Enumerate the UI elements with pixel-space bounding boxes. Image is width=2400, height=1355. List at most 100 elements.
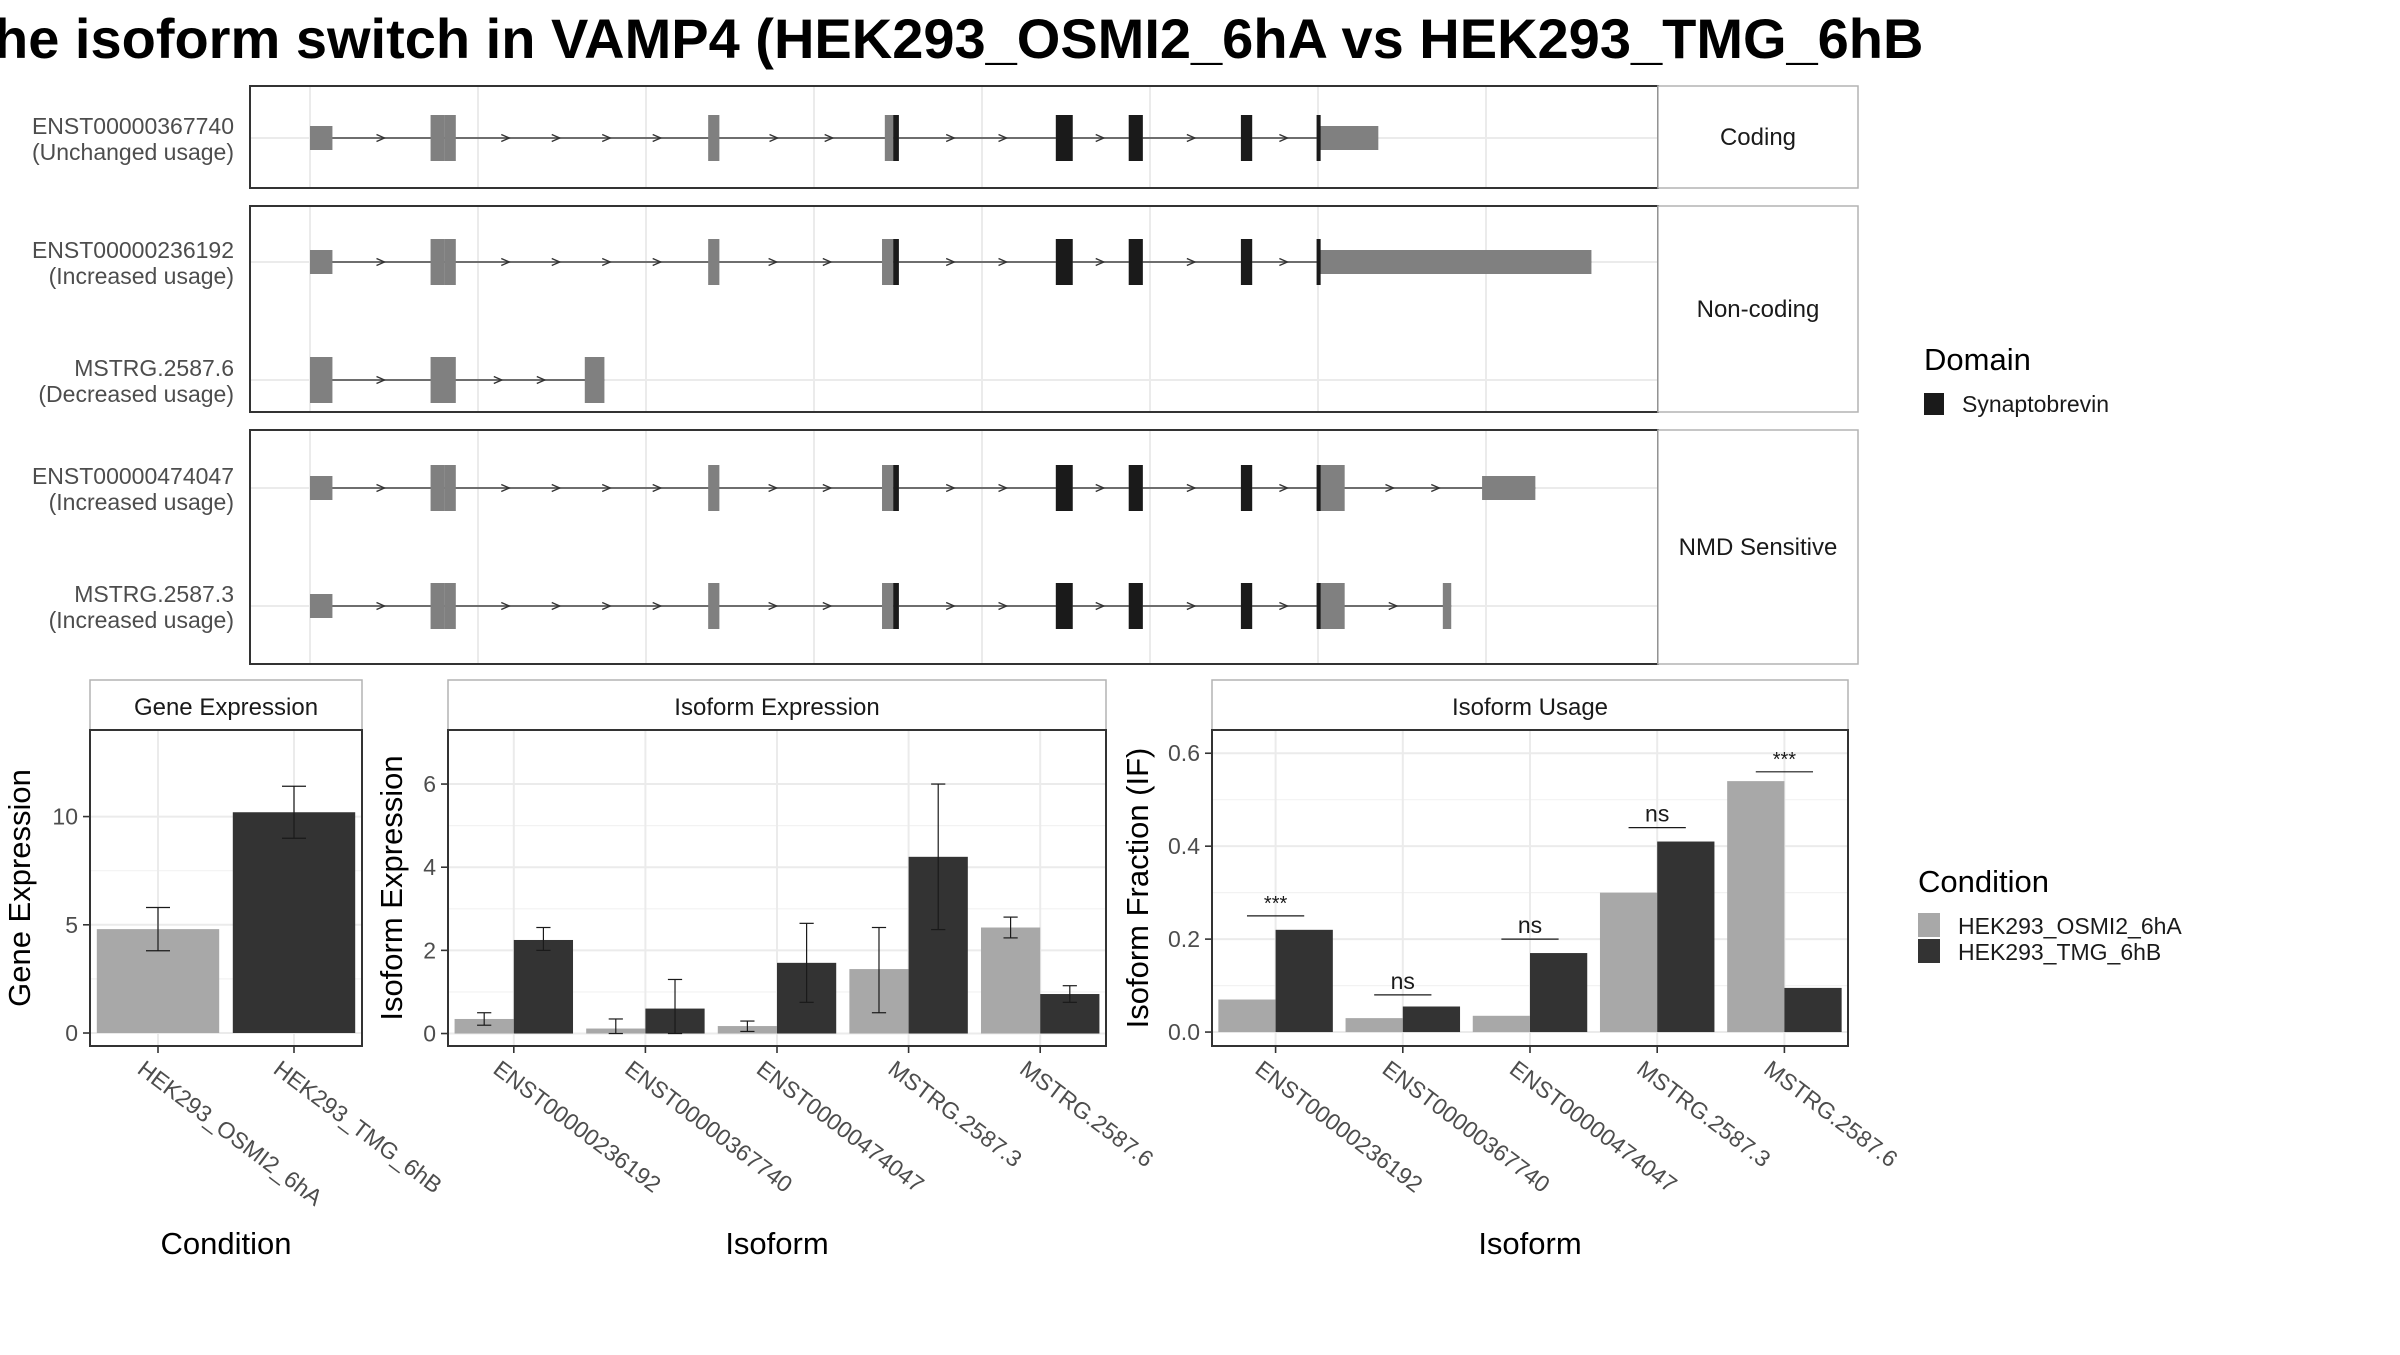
exon — [444, 583, 456, 629]
bar — [1599, 892, 1658, 1033]
facet-strip-label: Isoform Usage — [1452, 694, 1608, 721]
domain-exon — [893, 115, 899, 161]
transcript-id-label: ENST00000367740 — [32, 113, 234, 139]
strand-arrow — [1186, 483, 1197, 493]
facet-strip — [1657, 205, 1859, 413]
facet-strip-label: Gene Expression — [134, 694, 318, 721]
strand-arrow — [376, 375, 387, 385]
domain-exon — [893, 465, 899, 511]
structure-facet-coding: ENST00000367740(Unchanged usage) Coding — [32, 85, 1859, 189]
strand-arrow — [500, 601, 512, 611]
x-axis-title: Condition — [161, 1226, 292, 1261]
y-tick-label: 10 — [52, 804, 78, 830]
exon — [310, 250, 333, 274]
strand-arrow — [601, 257, 612, 267]
strand-arrow — [1430, 483, 1442, 493]
domain-exon — [1055, 239, 1073, 285]
bar — [1345, 1018, 1403, 1033]
strand-arrow — [500, 483, 512, 493]
domain-exon — [1128, 115, 1143, 161]
domain-exon — [893, 583, 899, 629]
domain-exon — [1128, 465, 1143, 511]
significance-label: *** — [1264, 893, 1288, 915]
exon — [430, 465, 445, 511]
facet-strip — [1657, 85, 1859, 189]
strand-arrow — [824, 133, 835, 143]
exon — [708, 583, 720, 629]
strand-arrow — [1385, 483, 1396, 493]
legend-key-swatch — [1924, 393, 1944, 415]
exon — [1319, 126, 1379, 150]
x-tick-label: MSTRG.2587.6 — [1759, 1055, 1902, 1172]
exon — [310, 126, 333, 150]
figure-title: he isoform switch in VAMP4 (HEK293_OSMI2… — [0, 7, 1923, 70]
strand-arrow — [768, 601, 779, 611]
exon — [444, 465, 456, 511]
bar — [980, 927, 1041, 1034]
exon — [310, 476, 333, 500]
legend-key-label: HEK293_TMG_6hB — [1958, 939, 2161, 965]
y-axis-title: Isoform Expression — [374, 755, 409, 1020]
strand-arrow — [1095, 483, 1106, 493]
bar — [1784, 987, 1842, 1033]
exon — [430, 239, 445, 285]
structure-facet-non-coding: ENST00000236192(Increased usage) MSTRG.25… — [32, 205, 1859, 413]
facet-background — [250, 430, 1658, 664]
strand-arrow — [945, 257, 956, 267]
strand-arrow — [1279, 257, 1290, 267]
structure-facet-nmd-sensitive: ENST00000474047(Increased usage)MSTRG.25… — [32, 429, 1859, 665]
y-axis-title: Gene Expression — [2, 769, 37, 1007]
strand-arrow — [1186, 133, 1197, 143]
panel-border — [89, 729, 363, 1047]
y-tick-label: 4 — [423, 854, 436, 880]
facet-strip-label: Isoform Expression — [674, 694, 879, 721]
bar-charts: Gene Expression0510HEK293_OSMI2_6hAHEK29… — [2, 679, 1903, 1261]
exon — [708, 239, 720, 285]
strand-arrow — [376, 483, 387, 493]
strand-arrow — [1186, 257, 1197, 267]
x-tick-label: MSTRG.2587.3 — [884, 1055, 1027, 1172]
strand-arrow — [601, 601, 612, 611]
bar — [1727, 781, 1785, 1033]
strand-arrow — [652, 601, 663, 611]
exon — [708, 115, 720, 161]
strand-arrow — [768, 257, 779, 267]
exon — [430, 583, 445, 629]
domain-exon — [1240, 115, 1253, 161]
domain-exon — [1128, 583, 1143, 629]
strand-arrow — [1279, 133, 1290, 143]
transcript-usage-label: (Decreased usage) — [38, 381, 234, 407]
exon — [708, 465, 720, 511]
exon — [310, 594, 333, 618]
strand-arrow — [551, 483, 562, 493]
exon — [1319, 583, 1345, 629]
bar — [1275, 929, 1333, 1033]
strand-arrow — [652, 133, 663, 143]
domain-exon — [1316, 583, 1321, 629]
facet-strip-label: NMD Sensitive — [1679, 534, 1838, 561]
domain-exon — [1316, 239, 1321, 285]
x-axis-title: Isoform — [725, 1226, 828, 1261]
exon — [310, 357, 333, 403]
bar — [1218, 999, 1276, 1033]
strand-arrow — [945, 133, 956, 143]
domain-exon — [893, 239, 899, 285]
y-tick-label: 0 — [65, 1020, 78, 1046]
exon — [882, 583, 894, 629]
facet-strip — [1657, 429, 1859, 665]
y-tick-label: 0 — [423, 1021, 436, 1047]
legend-title: Domain — [1924, 342, 2031, 377]
transcript-usage-label: (Unchanged usage) — [32, 139, 234, 165]
x-tick-label: MSTRG.2587.6 — [1015, 1055, 1158, 1172]
strand-arrow — [652, 483, 663, 493]
significance-label: ns — [1391, 968, 1415, 994]
legend-title: Condition — [1918, 864, 2049, 899]
exon — [1442, 583, 1452, 629]
exon — [444, 115, 456, 161]
facet-strip-label: Coding — [1720, 124, 1796, 151]
facet-background — [250, 206, 1658, 412]
strand-arrow — [998, 257, 1009, 267]
exon — [444, 239, 456, 285]
